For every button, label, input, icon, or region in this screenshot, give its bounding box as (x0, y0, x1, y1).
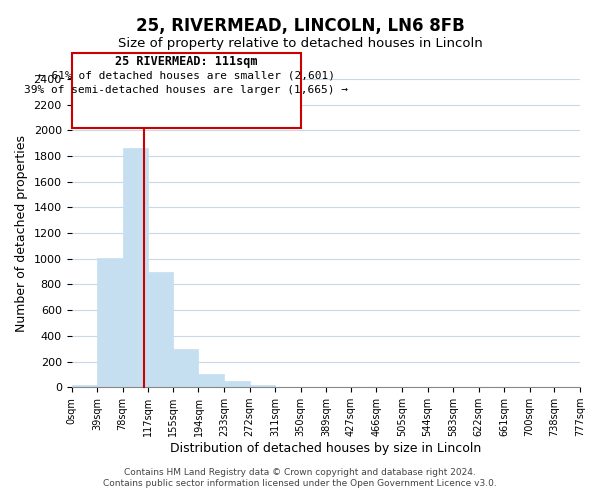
Text: Size of property relative to detached houses in Lincoln: Size of property relative to detached ho… (118, 38, 482, 51)
Bar (148, 272, 173, 387)
Bar (224, 382, 250, 387)
Text: 39% of semi-detached houses are larger (1,665) →: 39% of semi-detached houses are larger (… (24, 85, 348, 95)
Bar (122, 148, 148, 387)
Bar (97, 258, 122, 387)
Text: ← 61% of detached houses are smaller (2,601): ← 61% of detached houses are smaller (2,… (38, 70, 335, 80)
X-axis label: Distribution of detached houses by size in Lincoln: Distribution of detached houses by size … (170, 442, 481, 455)
Y-axis label: Number of detached properties: Number of detached properties (15, 134, 28, 332)
Bar (173, 348, 199, 387)
Bar (199, 374, 224, 387)
Bar (250, 384, 275, 387)
Bar (71, 384, 97, 387)
Text: 25 RIVERMEAD: 111sqm: 25 RIVERMEAD: 111sqm (115, 55, 257, 68)
Text: Contains HM Land Registry data © Crown copyright and database right 2024.
Contai: Contains HM Land Registry data © Crown c… (103, 468, 497, 487)
Text: 25, RIVERMEAD, LINCOLN, LN6 8FB: 25, RIVERMEAD, LINCOLN, LN6 8FB (136, 18, 464, 36)
